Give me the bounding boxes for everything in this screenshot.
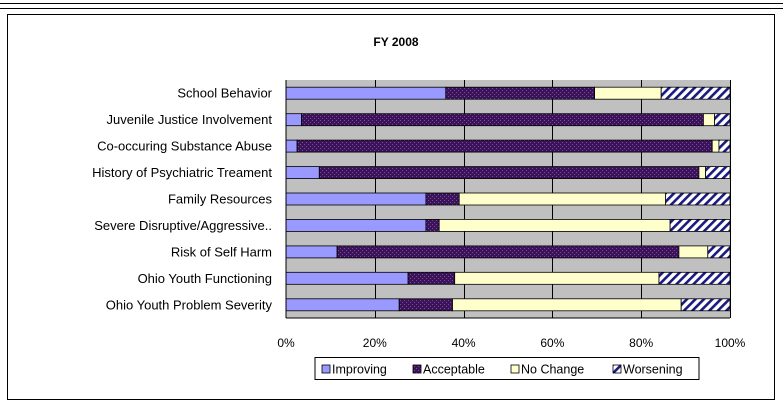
legend-label-worsening: Worsening — [623, 363, 683, 377]
bar-improving-history-of-psychiatric-treament — [285, 166, 320, 180]
bar-worsening-ohio-youth-functioning — [658, 271, 731, 285]
bar-improving-school-behavior — [285, 86, 447, 100]
x-tick-label: 80% — [629, 336, 653, 350]
category-label: Juvenile Justice Involvement — [107, 112, 273, 127]
x-tick-labels: 0% 20% 40% 60% 80% 100% — [277, 336, 745, 350]
category-label: Ohio Youth Functioning — [138, 271, 272, 286]
bar-improving-co-occuring-substance-abuse — [285, 139, 298, 153]
bar-worsening-school-behavior — [660, 86, 731, 100]
bar-improving-risk-of-self-harm — [285, 245, 338, 259]
bar-acceptable-risk-of-self-harm — [336, 245, 680, 259]
x-tick-label: 40% — [452, 336, 476, 350]
category-label: Family Resources — [168, 192, 273, 207]
x-tick-label: 0% — [277, 336, 295, 350]
bar-no-change-school-behavior — [594, 86, 662, 100]
category-label: Severe Disruptive/Aggressive.. — [94, 218, 272, 233]
x-tick-label: 60% — [540, 336, 564, 350]
bar-worsening-severe-disruptive-aggressive — [669, 218, 731, 232]
legend-swatch-improving — [321, 364, 331, 374]
category-labels: School Behavior Juvenile Justice Involvem… — [92, 86, 273, 313]
category-label: Co-occuring Substance Abuse — [97, 139, 272, 154]
bar-worsening-ohio-youth-problem-severity — [680, 298, 731, 312]
bar-worsening-juvenile-justice-involvement — [714, 113, 731, 127]
bar-acceptable-co-occuring-substance-abuse — [296, 139, 713, 153]
bar-improving-juvenile-justice-involvement — [285, 113, 302, 127]
bar-worsening-history-of-psychiatric-treament — [705, 166, 731, 180]
bar-improving-severe-disruptive-aggressive — [285, 218, 427, 232]
legend: Improving Acceptable No Change Worsening — [314, 357, 700, 380]
bars — [285, 86, 731, 312]
bar-acceptable-juvenile-justice-involvement — [301, 113, 704, 127]
legend-label-no-change: No Change — [521, 363, 584, 377]
bar-no-change-co-occuring-substance-abuse — [711, 139, 720, 153]
legend-swatch-worsening — [612, 364, 622, 374]
legend-swatch-no-change — [510, 364, 520, 374]
x-tick-label: 100% — [715, 336, 746, 350]
bar-worsening-risk-of-self-harm — [707, 245, 731, 259]
bar-no-change-juvenile-justice-involvement — [703, 113, 715, 127]
bar-worsening-family-resources — [665, 192, 731, 206]
category-label: History of Psychiatric Treament — [92, 165, 272, 180]
bar-worsening-co-occuring-substance-abuse — [718, 139, 731, 153]
legend-box — [314, 357, 700, 380]
bar-no-change-family-resources — [458, 192, 667, 206]
bar-improving-ohio-youth-problem-severity — [285, 298, 400, 312]
bar-no-change-ohio-youth-problem-severity — [452, 298, 682, 312]
bar-acceptable-history-of-psychiatric-treament — [318, 166, 700, 180]
bar-no-change-ohio-youth-functioning — [454, 271, 660, 285]
bar-acceptable-ohio-youth-functioning — [407, 271, 456, 285]
category-label: Risk of Self Harm — [171, 244, 272, 259]
legend-label-acceptable: Acceptable — [423, 363, 485, 377]
category-label: Ohio Youth Problem Severity — [106, 297, 273, 312]
x-tick-label: 20% — [363, 336, 387, 350]
category-label: School Behavior — [177, 86, 272, 101]
bar-acceptable-ohio-youth-problem-severity — [398, 298, 453, 312]
bar-improving-family-resources — [285, 192, 427, 206]
chart-title: FY 2008 — [373, 35, 418, 49]
bar-acceptable-severe-disruptive-aggressive — [425, 218, 440, 232]
bar-acceptable-family-resources — [425, 192, 460, 206]
legend-label-improving: Improving — [332, 363, 387, 377]
bar-no-change-severe-disruptive-aggressive — [438, 218, 671, 232]
bar-no-change-history-of-psychiatric-treament — [698, 166, 707, 180]
bar-improving-ohio-youth-functioning — [285, 271, 409, 285]
legend-swatch-acceptable — [412, 364, 422, 374]
bar-no-change-risk-of-self-harm — [678, 245, 709, 259]
bar-acceptable-school-behavior — [445, 86, 595, 100]
